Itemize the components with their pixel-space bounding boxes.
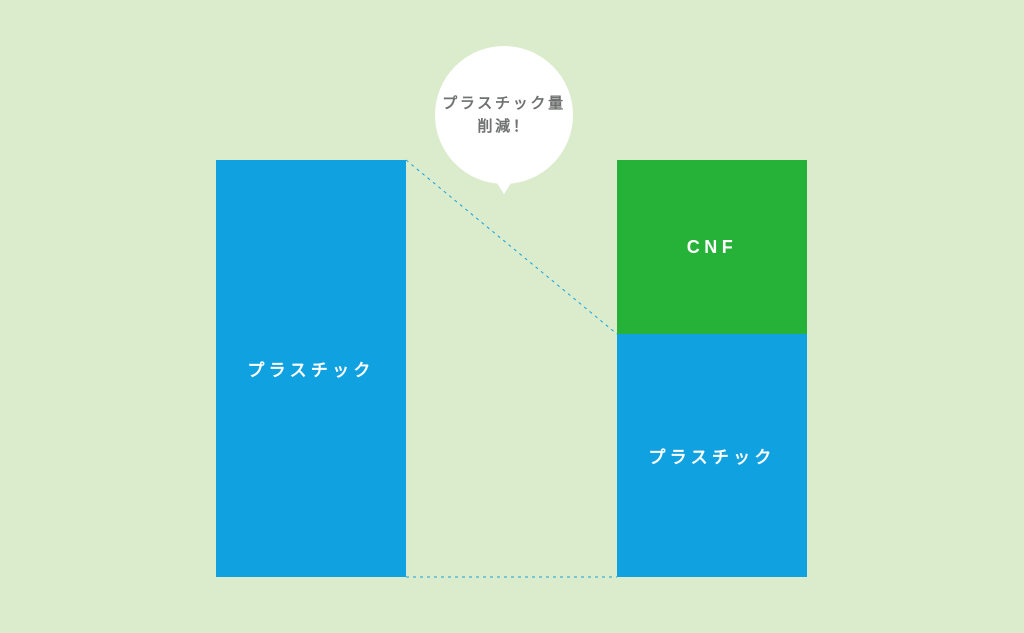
right-bar-plastic-label: プラスチック (648, 443, 775, 468)
reduction-callout-text: プラスチック量 削減！ (442, 92, 566, 139)
right-bar-plastic-segment: プラスチック (617, 334, 807, 577)
reduction-callout: プラスチック量 削減！ (435, 46, 573, 184)
right-bar-cnf-label: CNF (687, 237, 738, 258)
right-bar-cnf-segment: CNF (617, 160, 807, 334)
chart-canvas: プラスチックプラスチックCNFプラスチック量 削減！ (0, 0, 1024, 633)
left-bar-plastic-label: プラスチック (247, 356, 374, 381)
left-bar-plastic-segment: プラスチック (216, 160, 406, 577)
reduction-callout-tail (495, 180, 513, 194)
